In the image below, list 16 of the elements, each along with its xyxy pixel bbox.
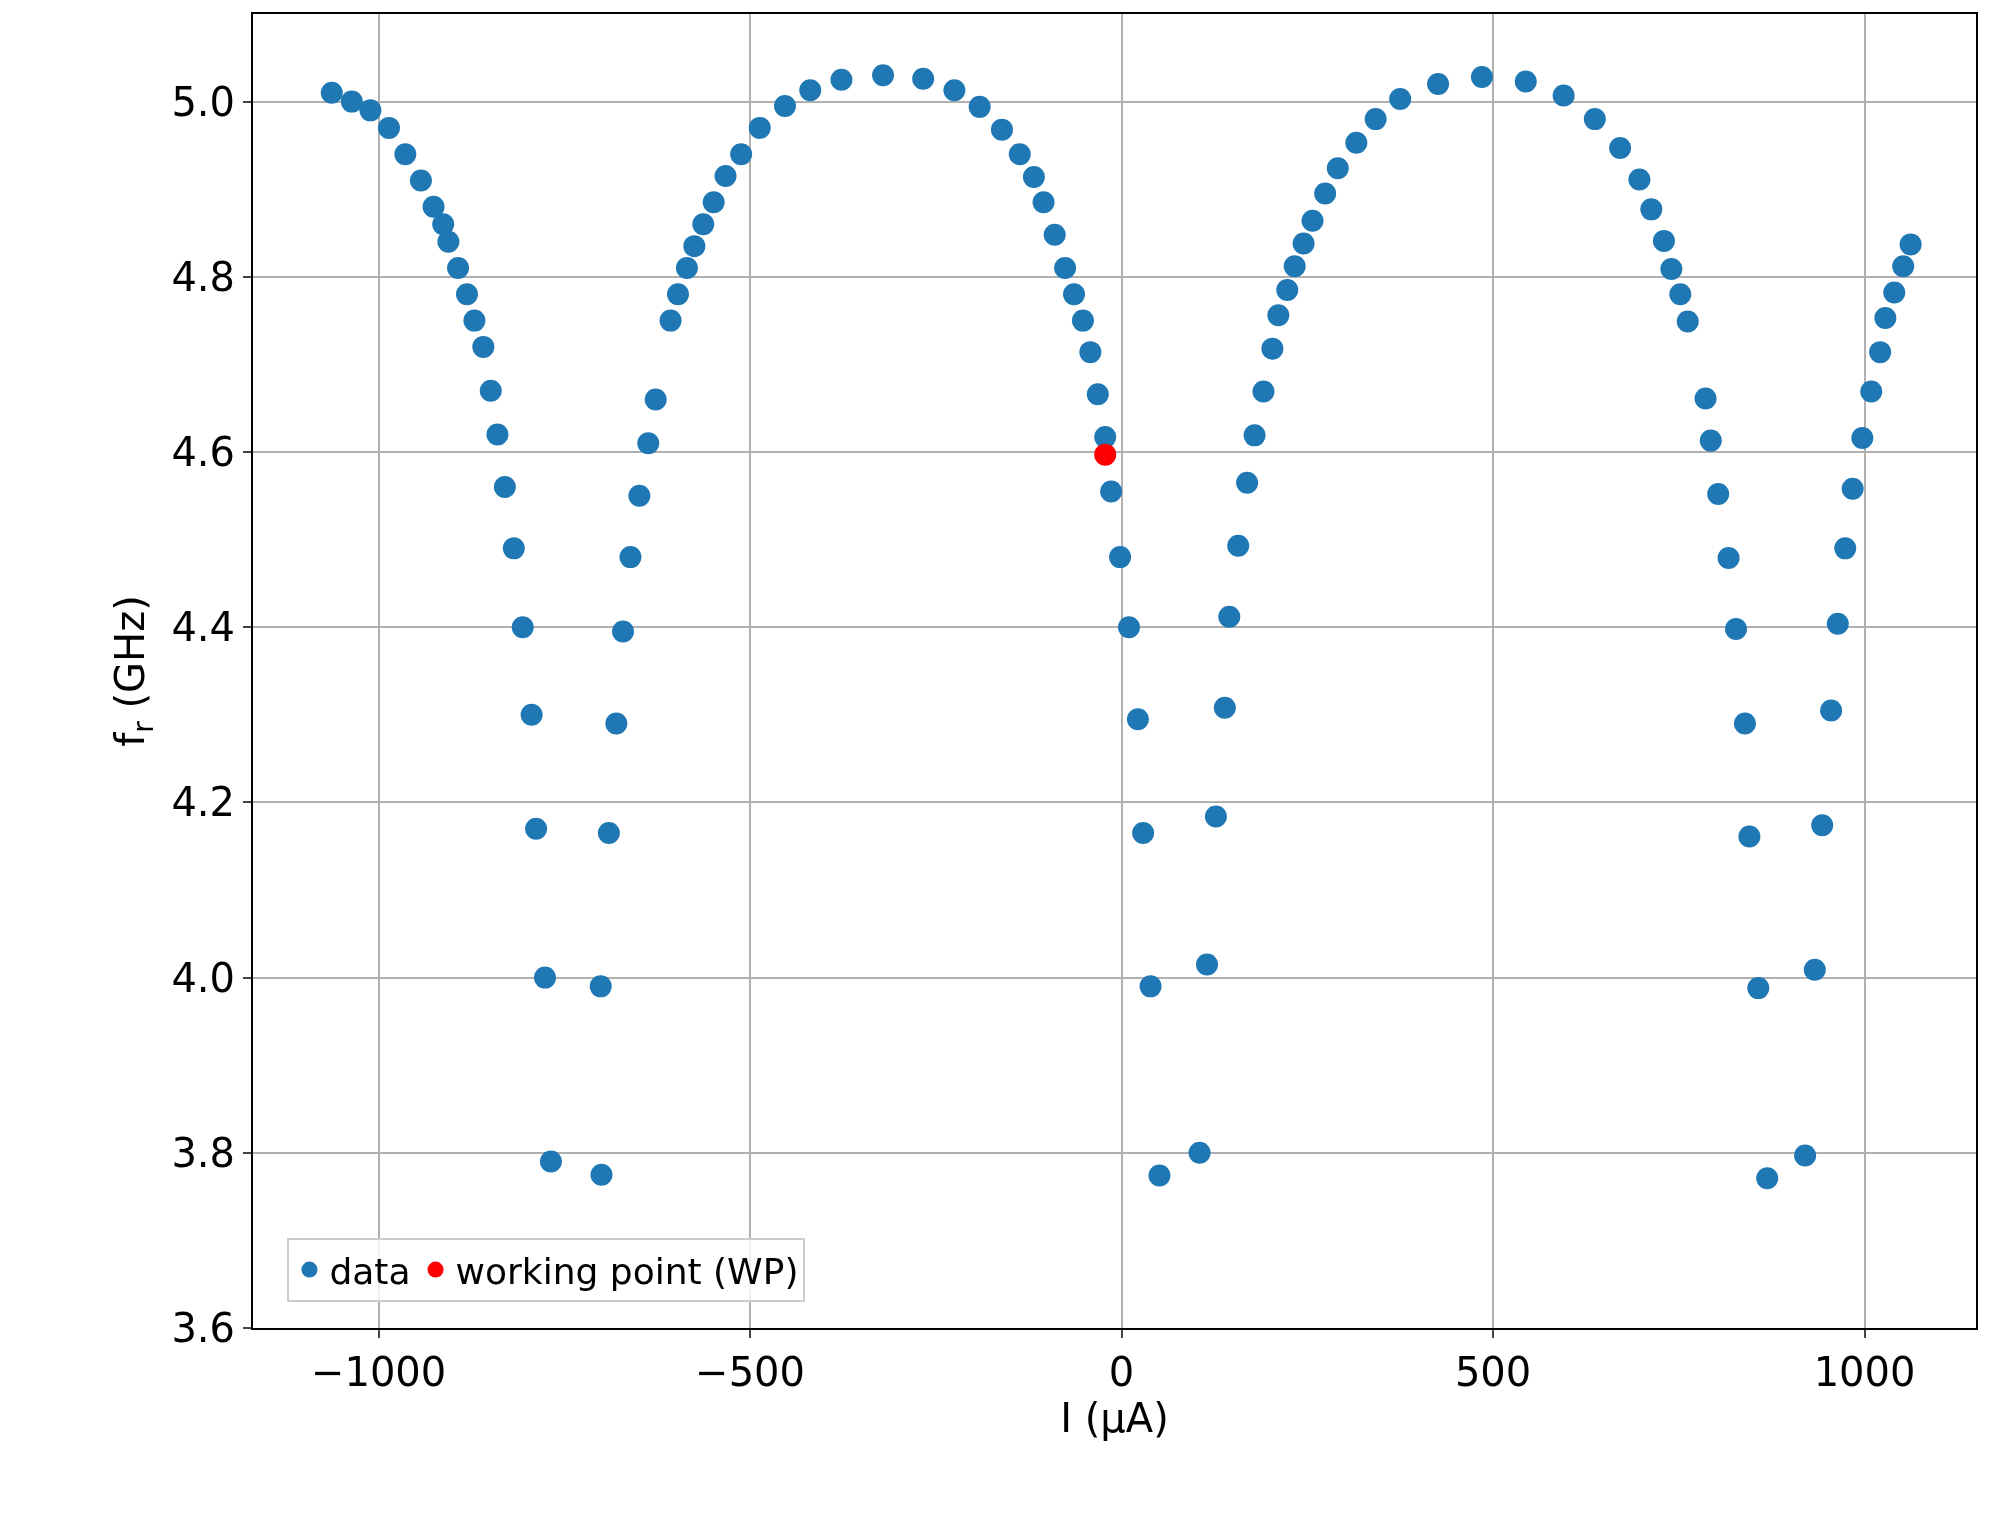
- legend-label: data: [329, 1250, 411, 1292]
- x-tick-label: 500: [1454, 1349, 1532, 1395]
- x-axis-title: I (μA): [1060, 1395, 1169, 1441]
- y-tick-label: 5.0: [171, 78, 235, 125]
- y-tick-label: 4.8: [171, 253, 235, 300]
- y-tick-label: 4.2: [171, 779, 235, 826]
- x-tick-label: 0: [1108, 1349, 1135, 1395]
- y-tick-label: 4.0: [171, 954, 235, 1001]
- y-tick-label: 4.4: [171, 604, 235, 651]
- x-tick-label: 1000: [1813, 1349, 1916, 1395]
- legend-label: working point (WP): [455, 1250, 799, 1292]
- x-tick-label: −1000: [310, 1349, 447, 1395]
- y-tick-label: 3.6: [171, 1305, 235, 1351]
- x-tick-label: −500: [695, 1349, 805, 1395]
- y-tick-label: 3.8: [171, 1129, 235, 1176]
- y-tick-label: 4.6: [171, 429, 235, 475]
